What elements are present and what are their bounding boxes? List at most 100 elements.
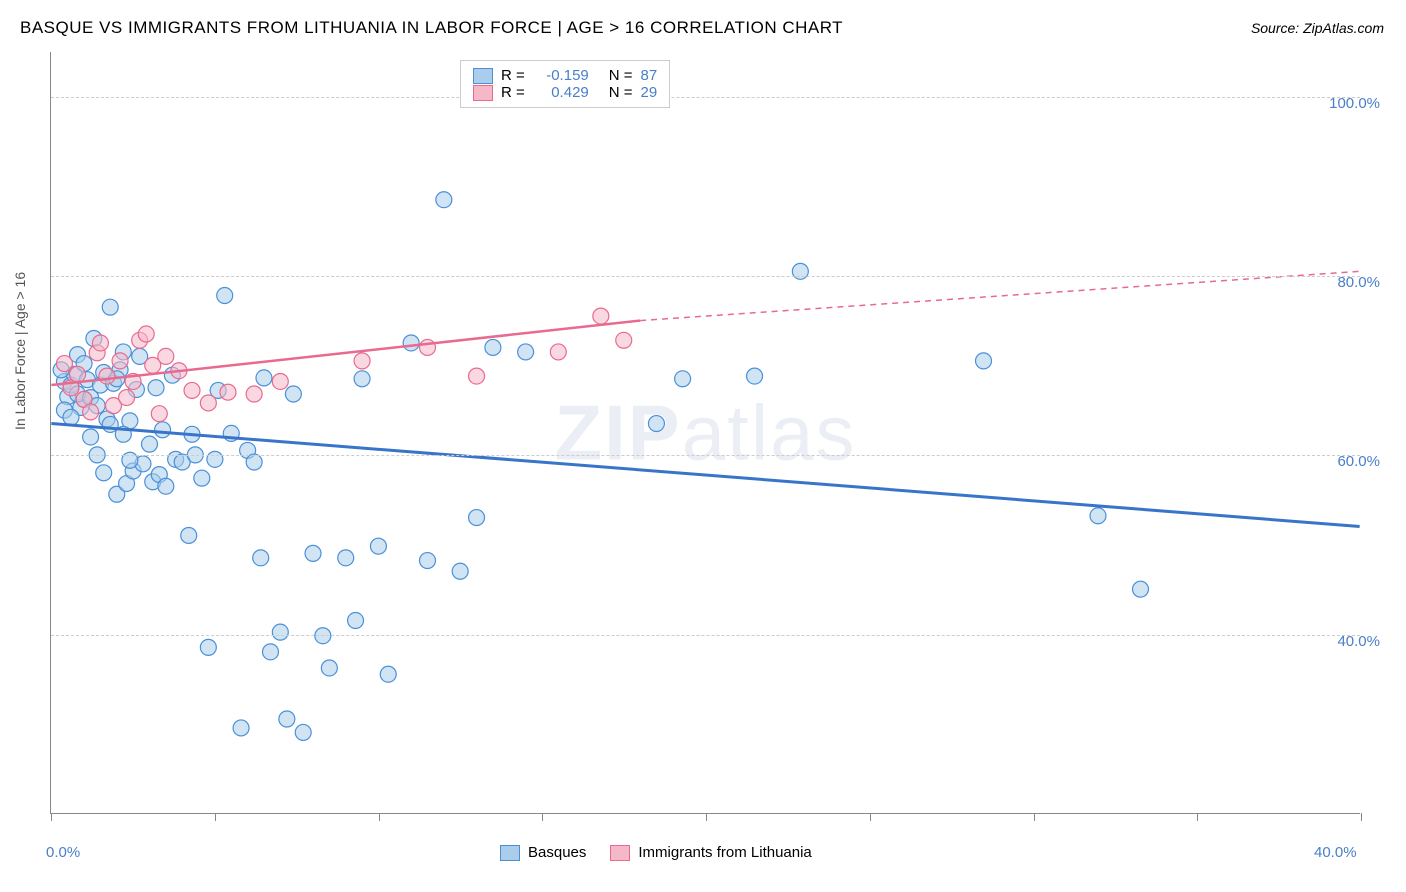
data-point	[83, 429, 99, 445]
data-point	[56, 356, 72, 372]
x-tick	[870, 813, 871, 821]
data-point	[648, 416, 664, 432]
r-label: R =	[501, 84, 525, 101]
legend-swatch	[500, 845, 520, 861]
data-point	[256, 370, 272, 386]
r-value: 0.429	[533, 84, 589, 101]
data-point	[469, 368, 485, 384]
data-point	[158, 348, 174, 364]
data-point	[321, 660, 337, 676]
data-point	[92, 335, 108, 351]
legend-stat-row: R = -0.159 N = 87	[473, 67, 657, 84]
data-point	[99, 368, 115, 384]
legend-label: Immigrants from Lithuania	[638, 844, 811, 861]
data-point	[119, 390, 135, 406]
data-point	[233, 720, 249, 736]
gridline	[51, 455, 1360, 456]
r-label: R =	[501, 67, 525, 84]
data-point	[295, 724, 311, 740]
data-point	[675, 371, 691, 387]
plot-svg	[51, 52, 1360, 813]
data-point	[194, 470, 210, 486]
data-point	[112, 353, 128, 369]
data-point	[63, 409, 79, 425]
data-point	[96, 465, 112, 481]
y-axis-label: In Labor Force | Age > 16	[12, 272, 28, 430]
data-point	[403, 335, 419, 351]
x-tick	[51, 813, 52, 821]
series-legend: Basques Immigrants from Lithuania	[500, 844, 812, 861]
data-point	[518, 344, 534, 360]
gridline	[51, 276, 1360, 277]
data-point	[354, 353, 370, 369]
x-tick	[1034, 813, 1035, 821]
gridline	[51, 635, 1360, 636]
correlation-legend: R = -0.159 N = 87 R = 0.429 N = 29	[460, 60, 670, 108]
x-tick	[1197, 813, 1198, 821]
data-point	[420, 553, 436, 569]
data-point	[469, 510, 485, 526]
data-point	[141, 436, 157, 452]
chart-container: BASQUE VS IMMIGRANTS FROM LITHUANIA IN L…	[0, 0, 1406, 892]
data-point	[138, 326, 154, 342]
source-label: Source: ZipAtlas.com	[1251, 20, 1384, 36]
x-tick	[706, 813, 707, 821]
legend-item: Basques	[500, 844, 586, 861]
data-point	[436, 192, 452, 208]
x-tick	[215, 813, 216, 821]
data-point	[83, 404, 99, 420]
data-point	[452, 563, 468, 579]
legend-swatch	[473, 85, 493, 101]
n-label: N =	[609, 84, 633, 101]
data-point	[207, 451, 223, 467]
data-point	[305, 545, 321, 561]
chart-title: BASQUE VS IMMIGRANTS FROM LITHUANIA IN L…	[20, 18, 843, 38]
data-point	[155, 422, 171, 438]
data-point	[217, 288, 233, 304]
data-point	[1133, 581, 1149, 597]
data-point	[272, 373, 288, 389]
data-point	[616, 332, 632, 348]
x-tick-label: 0.0%	[46, 844, 80, 861]
data-point	[747, 368, 763, 384]
plot-area: ZIPatlas	[50, 52, 1360, 814]
y-tick-label: 100.0%	[1329, 95, 1380, 112]
data-point	[158, 478, 174, 494]
x-tick	[1361, 813, 1362, 821]
legend-swatch	[610, 845, 630, 861]
data-point	[184, 382, 200, 398]
data-point	[70, 366, 86, 382]
data-point	[380, 666, 396, 682]
data-point	[246, 454, 262, 470]
data-point	[148, 380, 164, 396]
legend-swatch	[473, 68, 493, 84]
y-tick-label: 40.0%	[1337, 633, 1380, 650]
n-value: 29	[641, 84, 658, 101]
legend-item: Immigrants from Lithuania	[610, 844, 811, 861]
data-point	[285, 386, 301, 402]
data-point	[246, 386, 262, 402]
n-label: N =	[609, 67, 633, 84]
r-value: -0.159	[533, 67, 589, 84]
data-point	[315, 628, 331, 644]
data-point	[272, 624, 288, 640]
data-point	[354, 371, 370, 387]
legend-stat-row: R = 0.429 N = 29	[473, 84, 657, 101]
data-point	[279, 711, 295, 727]
data-point	[200, 639, 216, 655]
data-point	[370, 538, 386, 554]
regression-line-extrapolated	[640, 271, 1360, 320]
data-point	[485, 339, 501, 355]
regression-line	[51, 424, 1359, 527]
data-point	[593, 308, 609, 324]
x-tick	[379, 813, 380, 821]
data-point	[348, 613, 364, 629]
x-tick	[542, 813, 543, 821]
data-point	[220, 384, 236, 400]
x-tick-label: 40.0%	[1314, 844, 1357, 861]
data-point	[200, 395, 216, 411]
data-point	[1090, 508, 1106, 524]
data-point	[102, 299, 118, 315]
n-value: 87	[641, 67, 658, 84]
data-point	[263, 644, 279, 660]
